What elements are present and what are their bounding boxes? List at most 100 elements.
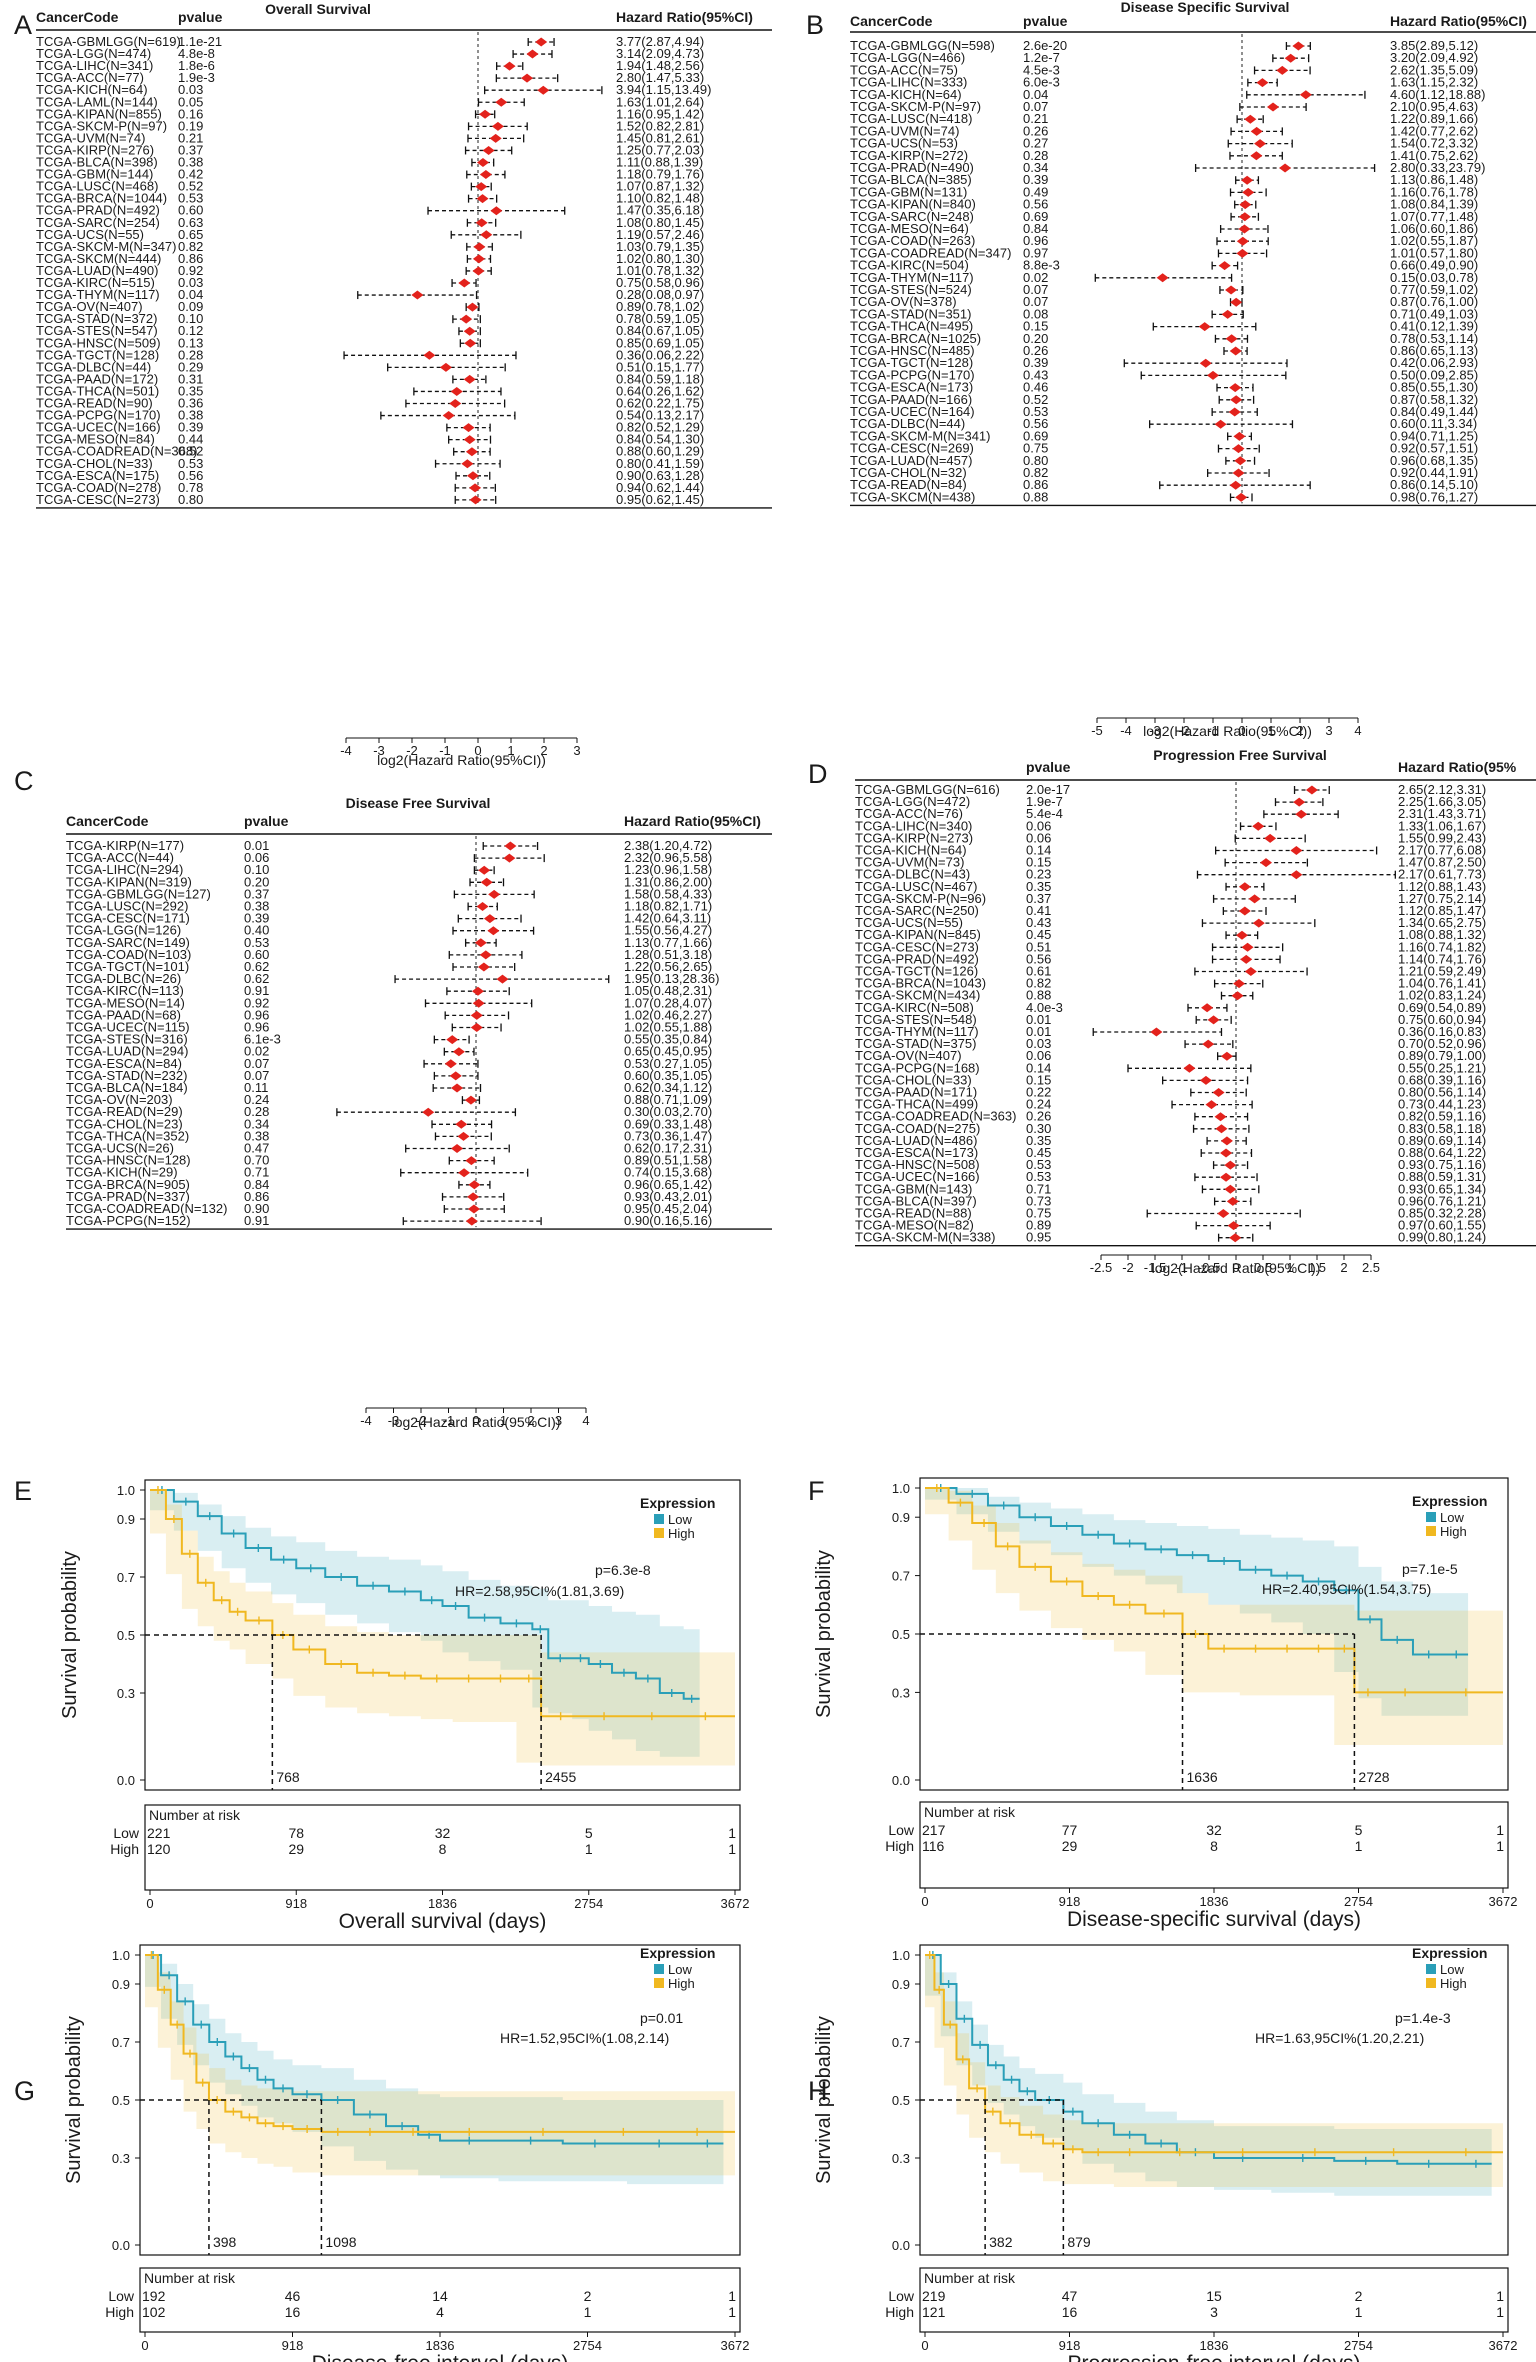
row-pvalue: 0.53 [1023,404,1048,419]
row-hazard-ratio-text: 2.80(0.33,23.79) [1390,160,1485,175]
row-cancer-code: TCGA-SKCM-M(N=347) [36,239,177,254]
row-hazard-ratio-text: 0.42(0.06,2.93) [1390,355,1478,370]
forest-row: TCGA-CESC(N=269) 0.75 0.92(0.57,1.51) [850,441,1478,456]
y-axis-tick-label: 0.7 [892,1569,910,1584]
row-cancer-code: TCGA-DLBC(N=26) [66,971,181,986]
row-cancer-code: TCGA-BRCA(N=1043) [855,976,986,991]
row-pvalue: 0.03 [178,82,203,97]
forest-row: TCGA-OV(N=407) 0.09 0.89(0.78,1.02) [36,299,704,314]
forest-row: TCGA-LGG(N=472) 1.9e-7 2.25(1.66,3.05) [855,794,1486,809]
confidence-band-high [150,1490,735,1766]
y-axis-title: Survival probability [63,2016,85,2184]
forest-row: TCGA-LIHC(N=341) 1.8e-6 1.94(1.48,2.56) [36,58,704,73]
forest-row: TCGA-PAAD(N=171) 0.22 0.80(0.56,1.14) [855,1085,1486,1100]
hazard-ratio-marker [1220,1172,1233,1182]
column-header-pvalue: pvalue [1026,759,1071,775]
risk-count: 1 [1355,2304,1363,2320]
forest-row: TCGA-THYM(N=117) 0.01 0.36(0.16,0.83) [855,1024,1486,1039]
forest-row: TCGA-LUSC(N=292) 0.38 1.18(0.82,1.71) [66,899,712,914]
row-hazard-ratio-text: 0.85(0.69,1.05) [616,335,704,350]
forest-row: TCGA-HNSC(N=509) 0.13 0.85(0.69,1.05) [36,335,704,350]
row-cancer-code: TCGA-PAAD(N=166) [850,392,972,407]
row-cancer-code: TCGA-CHOL(N=23) [66,1116,183,1131]
row-pvalue: 0.07 [1023,294,1048,309]
panel-letter: H [808,2076,828,2106]
hazard-ratio-marker [411,290,424,300]
forest-row: TCGA-UCEC(N=166) 0.53 0.88(0.59,1.31) [855,1169,1486,1184]
forest-row: TCGA-KIRP(N=273) 0.06 1.55(0.99,2.43) [855,830,1486,845]
hazard-ratio-marker [446,1035,459,1045]
forest-row: TCGA-COAD(N=275) 0.30 0.83(0.58,1.18) [855,1121,1486,1136]
row-hazard-ratio-text: 0.73(0.44,1.23) [1398,1097,1486,1112]
row-cancer-code: TCGA-PRAD(N=337) [66,1189,190,1204]
row-cancer-code: TCGA-UCS(N=26) [66,1141,174,1156]
hazard-ratio-marker [1199,1075,1212,1085]
row-hazard-ratio-text: 2.17(0.77,6.08) [1398,843,1486,858]
row-pvalue: 0.20 [1023,331,1048,346]
row-pvalue: 0.06 [244,850,269,865]
forest-row: TCGA-CHOL(N=32) 0.82 0.92(0.44,1.91) [850,465,1478,480]
row-cancer-code: TCGA-READ(N=29) [66,1104,183,1119]
row-hazard-ratio-text: 0.30(0.03,2.70) [624,1104,712,1119]
legend-title: Expression [1412,1945,1487,1961]
x-axis-tick-label: 3672 [1489,1894,1518,1909]
forest-title: Disease Free Survival [346,795,491,811]
hazard-ratio-marker [1236,236,1249,246]
x-axis-tick-label: 2754 [573,2338,602,2353]
forest-row: TCGA-THCA(N=499) 0.24 0.73(0.44,1.23) [855,1097,1486,1112]
row-pvalue: 0.43 [1023,367,1048,382]
x-axis-tick-label: 0.5 [1254,1260,1272,1275]
row-hazard-ratio-text: 1.16(0.95,1.42) [616,106,704,121]
forest-row: TCGA-STES(N=524) 0.07 0.77(0.59,1.02) [850,282,1478,297]
p-value-text: p=7.1e-5 [1402,1561,1458,1577]
hazard-ratio-marker [467,1192,480,1202]
median-label: 1636 [1187,1769,1218,1785]
row-cancer-code: TCGA-GBMLGG(N=619) [36,34,181,49]
row-cancer-code: TCGA-BRCA(N=905) [66,1177,190,1192]
risk-count: 1 [728,1841,736,1857]
row-pvalue: 0.07 [244,1068,269,1083]
hazard-ratio-marker [487,926,500,936]
hazard-ratio-marker [1229,383,1242,393]
p-value-text: p=0.01 [640,2010,683,2026]
hazard-ratio-marker [469,483,482,493]
confidence-band-high [145,1955,735,2176]
row-cancer-code: TCGA-STES(N=548) [855,1012,977,1027]
row-cancer-code: TCGA-MESO(N=82) [855,1218,974,1233]
hazard-ratio-marker [1220,1051,1233,1061]
hazard-ratio-marker [469,495,482,505]
row-cancer-code: TCGA-HNSC(N=509) [36,335,161,350]
forest-row: TCGA-PCPG(N=170) 0.43 0.50(0.09,2.85) [850,367,1478,382]
row-pvalue: 0.26 [1023,343,1048,358]
row-hazard-ratio-text: 0.84(0.49,1.44) [1390,404,1478,419]
forest-row: TCGA-ACC(N=75) 4.5e-3 2.62(1.35,5.09) [850,62,1478,77]
row-pvalue: 0.30 [1026,1121,1051,1136]
forest-row: TCGA-KIPAN(N=319) 0.20 1.31(0.86,2.00) [66,874,712,889]
hazard-ratio-marker [478,865,491,875]
hazard-ratio-marker [1250,151,1263,161]
row-hazard-ratio-text: 0.55(0.35,0.84) [624,1032,712,1047]
hazard-ratio-marker [466,302,479,312]
risk-row-label-high: High [105,2304,134,2320]
hazard-ratio-marker [1207,370,1219,380]
row-cancer-code: TCGA-KIRP(N=272) [850,148,968,163]
risk-count: 16 [1062,2304,1078,2320]
x-axis-tick-label: 1836 [428,1896,457,1911]
row-pvalue: 0.31 [178,371,203,386]
row-hazard-ratio-text: 0.80(0.41,1.59) [616,456,704,471]
hazard-ratio-marker [1235,492,1248,502]
row-hazard-ratio-text: 1.16(0.76,1.78) [1390,184,1478,199]
row-hazard-ratio-text: 0.92(0.57,1.51) [1390,441,1478,456]
row-pvalue: 0.91 [244,1213,269,1228]
row-hazard-ratio-text: 0.64(0.26,1.62) [616,383,704,398]
row-cancer-code: TCGA-STES(N=547) [36,323,158,338]
x-axis-title: log2(Hazard Ratio(95%CI)) [392,1414,561,1430]
row-pvalue: 0.06 [1026,1048,1051,1063]
row-pvalue: 0.96 [1023,233,1048,248]
x-axis-tick-label: -3 [373,743,385,758]
row-pvalue: 0.82 [178,239,203,254]
forest-row: TCGA-KIRP(N=272) 0.28 1.41(0.75,2.62) [850,148,1478,163]
row-pvalue: 0.12 [178,323,203,338]
hazard-ratio-marker [462,423,475,433]
y-axis-tick-label: 1.0 [117,1483,135,1498]
